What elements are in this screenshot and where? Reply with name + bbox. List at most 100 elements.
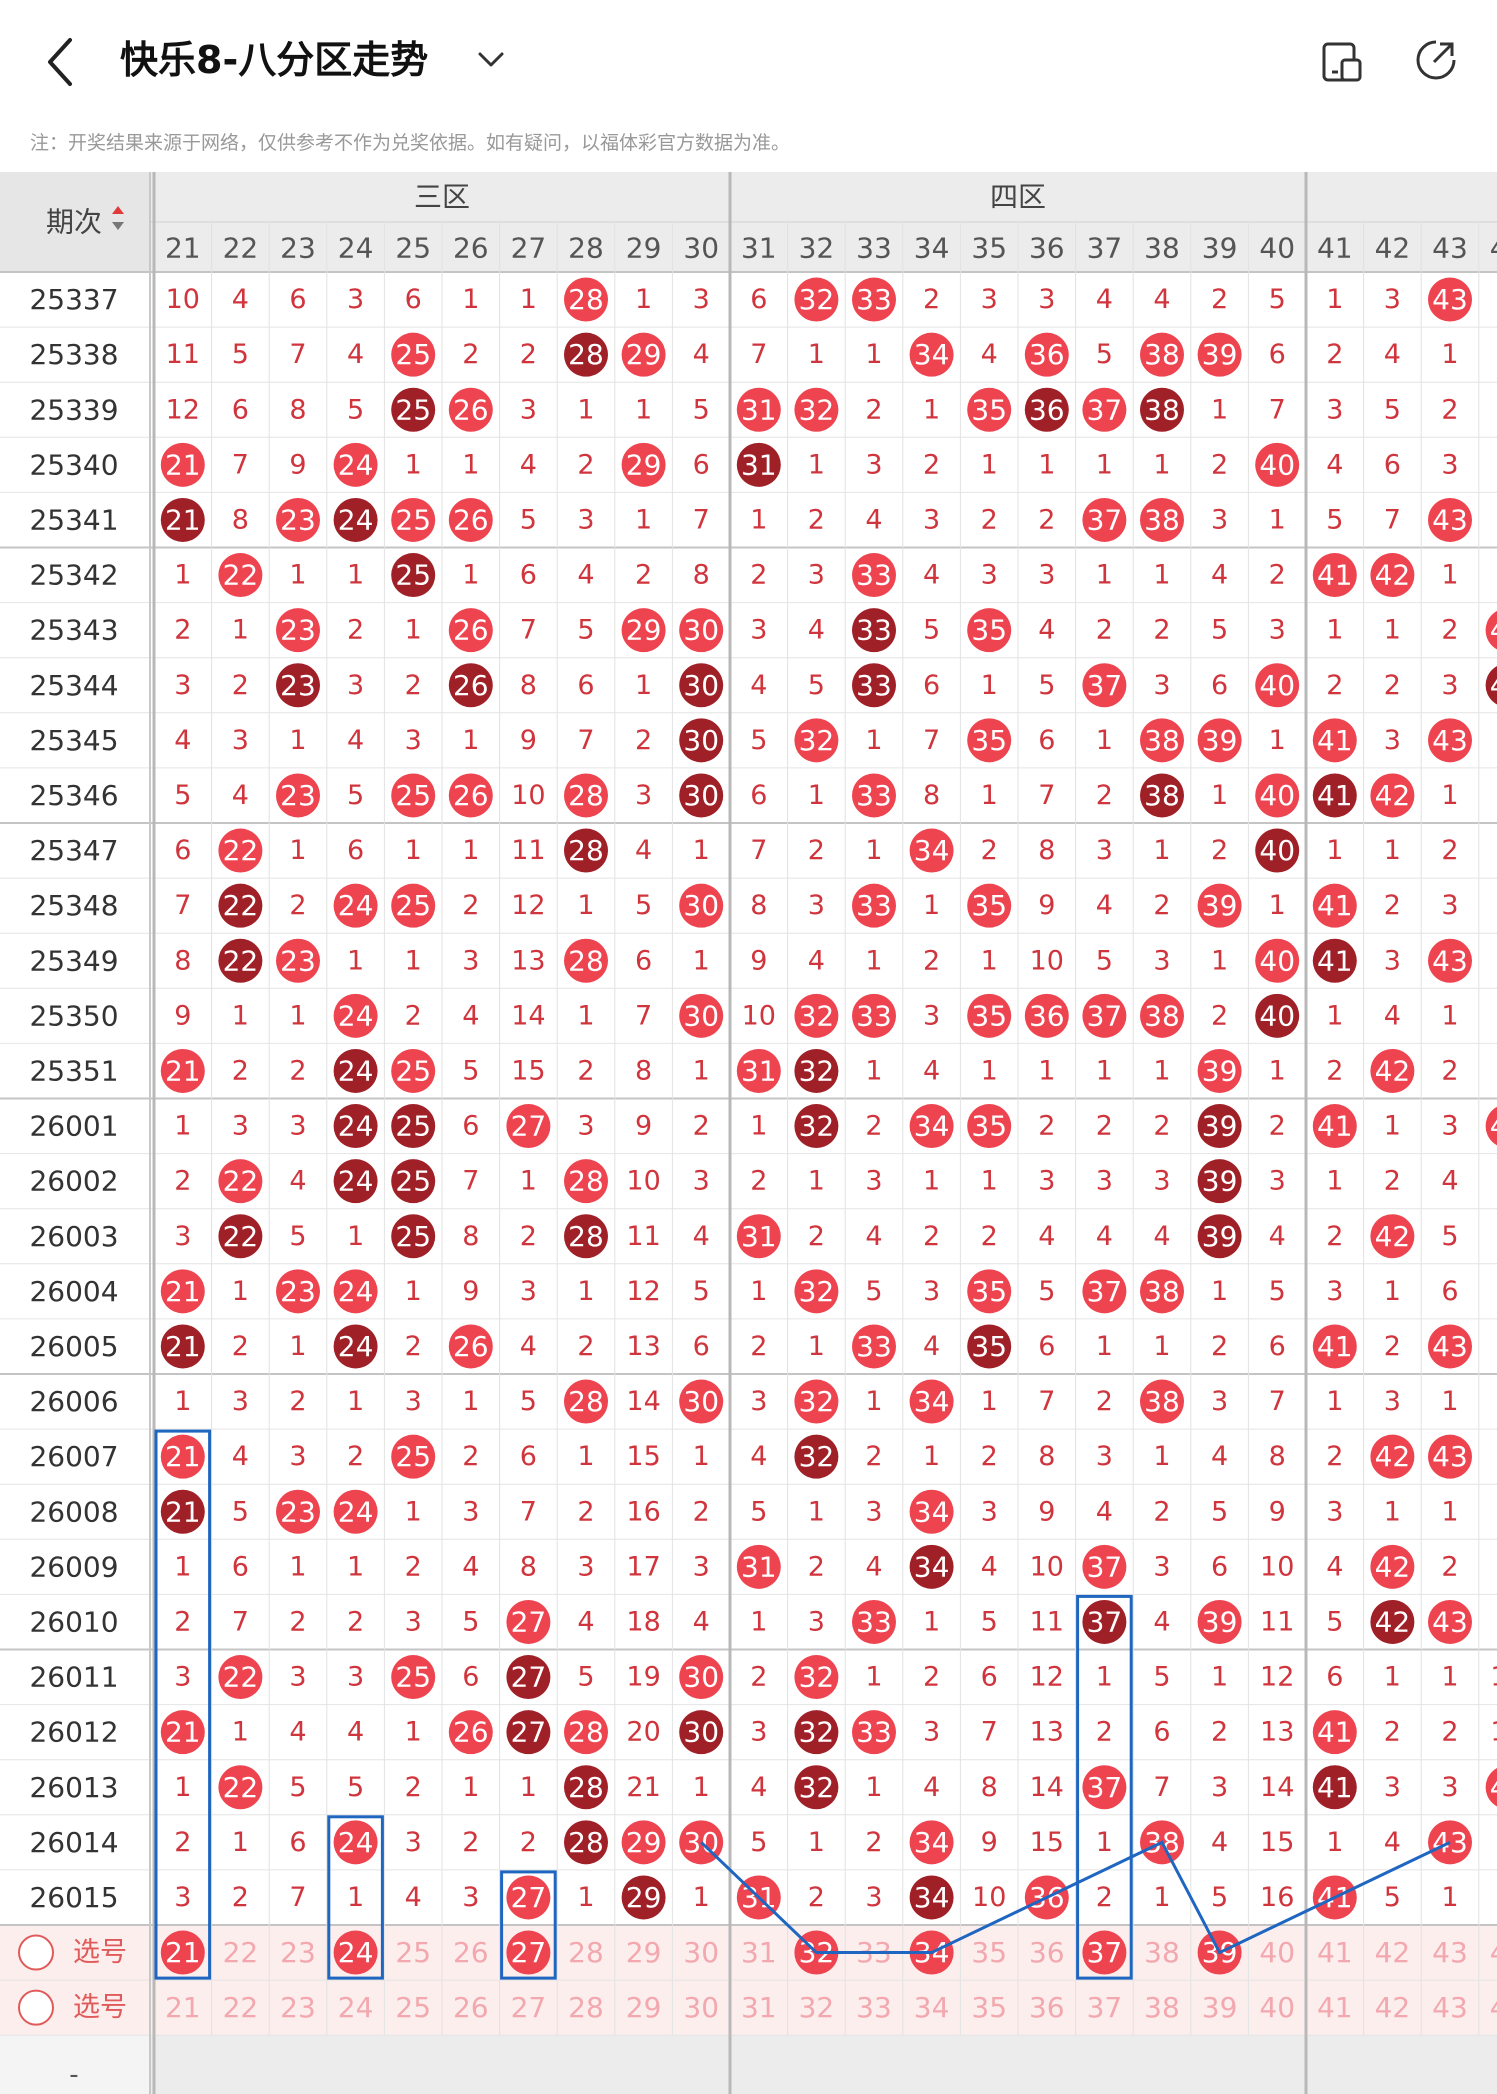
hit-ball	[448, 773, 493, 818]
miss-count: 3	[1326, 394, 1343, 425]
select-number[interactable]: 41	[1317, 1936, 1353, 1969]
miss-count: 8	[1038, 835, 1055, 866]
select-number[interactable]: 39	[1202, 1991, 1238, 2024]
hit-ball	[909, 1379, 954, 1424]
miss-count: 16	[1260, 1882, 1294, 1913]
select-number[interactable]: 26	[453, 1936, 489, 1969]
miss-count: 2	[1441, 615, 1458, 646]
sort-down-icon[interactable]	[112, 222, 124, 230]
miss-count: 10	[742, 1000, 776, 1031]
miss-count: 5	[1153, 1662, 1170, 1693]
hit-number: 44	[1490, 1110, 1497, 1143]
miss-count: 2	[1153, 1111, 1170, 1142]
period-label: 26002	[29, 1165, 118, 1198]
hit-number: 27	[511, 1110, 547, 1143]
select-number[interactable]: 21	[165, 1991, 201, 2024]
select-number[interactable]: 43	[1432, 1936, 1468, 1969]
hit-ball	[564, 332, 608, 377]
select-number[interactable]: 29	[626, 1991, 662, 2024]
select-number[interactable]: 42	[1375, 1991, 1411, 2024]
hit-ball	[1485, 1767, 1497, 1807]
select-number[interactable]: 40	[1259, 1991, 1295, 2024]
select-number[interactable]: 25	[395, 1991, 431, 2024]
miss-count: 5	[1269, 1276, 1286, 1307]
select-number[interactable]: 37	[1087, 1991, 1123, 2024]
select-number[interactable]: 32	[799, 1991, 835, 2024]
column-header-number: 21	[165, 232, 201, 265]
hit-number: 37	[1087, 1275, 1123, 1308]
miss-count: 2	[577, 1331, 594, 1362]
select-number[interactable]: 28	[568, 1936, 604, 1969]
select-number[interactable]: 28	[568, 1991, 604, 2024]
page-title[interactable]: 快乐8-八分区走势	[120, 38, 429, 82]
select-number[interactable]: 26	[453, 1991, 489, 2024]
select-number[interactable]: 27	[511, 1991, 547, 2024]
device-icon[interactable]	[1318, 38, 1366, 86]
select-number[interactable]: 42	[1375, 1936, 1411, 1969]
select-number[interactable]: 40	[1259, 1936, 1295, 1969]
select-number[interactable]: 36	[1029, 1936, 1065, 1969]
select-number[interactable]: 23	[280, 1936, 316, 1969]
chevron-down-icon[interactable]	[476, 48, 506, 72]
select-radio[interactable]	[18, 1934, 54, 1971]
select-number[interactable]: 30	[683, 1936, 719, 1969]
miss-count: 1	[1441, 1662, 1458, 1693]
select-number[interactable]: 22	[223, 1991, 259, 2024]
hit-number: 39	[1202, 1110, 1238, 1143]
selected-ball[interactable]	[1082, 1930, 1127, 1975]
select-number[interactable]: 29	[626, 1936, 662, 1969]
select-number[interactable]: 38	[1144, 1936, 1180, 1969]
select-number[interactable]: 31	[741, 1991, 777, 2024]
hit-ball	[276, 497, 320, 542]
select-number[interactable]: 38	[1144, 1991, 1180, 2024]
hit-ball	[794, 1104, 839, 1149]
hit-ball	[1082, 663, 1127, 708]
select-number[interactable]: 41	[1317, 1991, 1353, 2024]
select-number[interactable]: 43	[1432, 1991, 1468, 2024]
selected-ball[interactable]	[333, 1930, 378, 1975]
miss-count: 2	[1326, 1055, 1343, 1086]
select-number[interactable]: 35	[971, 1991, 1007, 2024]
miss-count: 3	[174, 1221, 191, 1252]
miss-count: 3	[232, 1386, 249, 1417]
select-number[interactable]: 44	[1490, 1991, 1497, 2024]
selected-ball[interactable]	[506, 1930, 551, 1975]
hit-number: 37	[1087, 393, 1123, 426]
select-number[interactable]: 22	[223, 1936, 259, 1969]
select-number[interactable]: 30	[683, 1991, 719, 2024]
hit-ball	[1197, 1214, 1242, 1259]
miss-count: 2	[577, 449, 594, 480]
miss-count: 5	[808, 670, 825, 701]
select-radio[interactable]	[18, 1989, 54, 2026]
select-number[interactable]: 44	[1490, 1936, 1497, 1969]
hit-number: 42	[1375, 1550, 1411, 1583]
share-icon[interactable]	[1412, 36, 1460, 84]
sort-up-icon[interactable]	[112, 206, 124, 214]
miss-count: 4	[923, 1772, 940, 1803]
select-number[interactable]: 35	[971, 1936, 1007, 1969]
hit-number: 39	[1202, 889, 1238, 922]
select-number[interactable]: 36	[1029, 1991, 1065, 2024]
miss-count: 4	[1038, 1221, 1055, 1252]
hit-number: 23	[280, 944, 316, 977]
miss-count: 3	[1153, 670, 1170, 701]
select-number[interactable]: 25	[395, 1936, 431, 1969]
period-label: 25348	[29, 889, 118, 922]
select-number[interactable]: 33	[856, 1991, 892, 2024]
miss-count: 17	[626, 1551, 660, 1582]
hit-number: 25	[395, 338, 431, 371]
select-number[interactable]: 34	[914, 1991, 950, 2024]
chevron-left-icon[interactable]	[40, 32, 80, 92]
select-number[interactable]: 31	[741, 1936, 777, 1969]
miss-count: 1	[1384, 1496, 1401, 1527]
hit-number: 25	[395, 1661, 431, 1694]
miss-count: 14	[1030, 1772, 1064, 1803]
hit-ball	[1197, 1104, 1242, 1149]
select-number[interactable]: 23	[280, 1991, 316, 2024]
miss-count: 4	[1326, 449, 1343, 480]
column-header-number: 35	[971, 232, 1007, 265]
selected-ball[interactable]	[160, 1930, 205, 1975]
select-number[interactable]: 24	[338, 1991, 374, 2024]
miss-count: 5	[577, 1662, 594, 1693]
